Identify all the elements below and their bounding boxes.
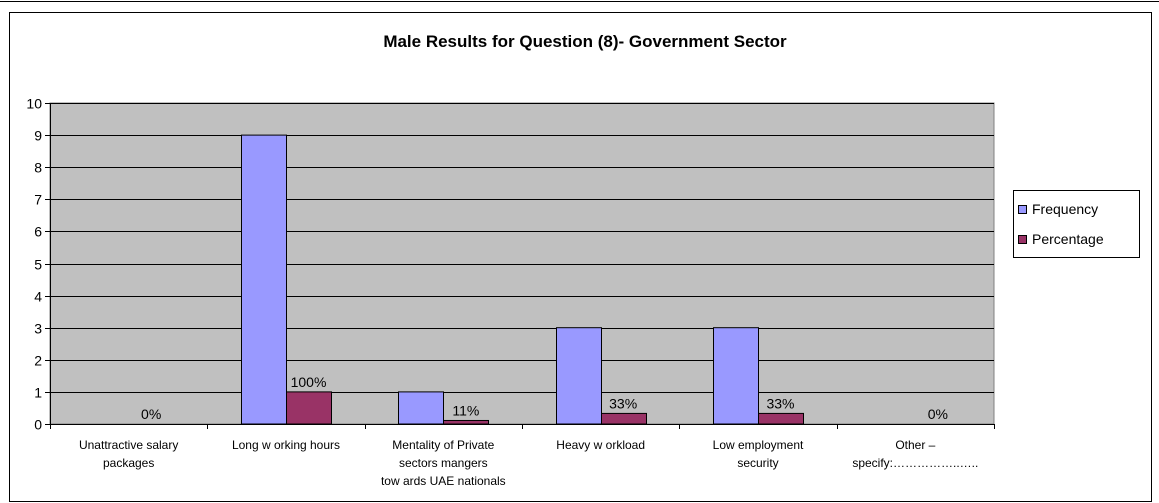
bar-frequency bbox=[242, 135, 287, 424]
y-tick-label: 2 bbox=[34, 353, 42, 369]
bar-percentage bbox=[444, 420, 489, 424]
y-tick-label: 4 bbox=[34, 289, 42, 305]
x-category-label: Unattractive salary bbox=[79, 438, 178, 452]
chart-title: Male Results for Question (8)- Governmen… bbox=[383, 32, 787, 51]
legend-swatch-percentage bbox=[1019, 236, 1027, 244]
y-tick-label: 8 bbox=[34, 160, 42, 176]
legend-label-percentage: Percentage bbox=[1032, 231, 1104, 247]
y-tick-label: 0 bbox=[34, 417, 42, 433]
x-category-label: packages bbox=[103, 456, 154, 470]
data-label-percentage: 11% bbox=[452, 402, 479, 418]
legend-swatch-frequency bbox=[1019, 206, 1027, 214]
y-tick-label: 5 bbox=[34, 257, 42, 273]
y-tick-label: 10 bbox=[26, 96, 42, 112]
bar-percentage bbox=[287, 392, 332, 424]
y-tick-label: 3 bbox=[34, 321, 42, 337]
x-category-label: Long w orking hours bbox=[232, 438, 340, 452]
data-label-percentage: 33% bbox=[609, 395, 637, 411]
x-category-label: Heavy w orkload bbox=[556, 438, 645, 452]
x-category-label: security bbox=[737, 456, 778, 470]
data-label-percentage: 100% bbox=[291, 374, 327, 390]
y-tick-label: 1 bbox=[34, 385, 42, 401]
bar-frequency bbox=[399, 392, 444, 424]
bar-percentage bbox=[759, 413, 804, 424]
x-category-label: sectors mangers bbox=[399, 456, 488, 470]
plot-area bbox=[50, 103, 994, 424]
y-tick-label: 6 bbox=[34, 224, 42, 240]
data-label-percentage: 0% bbox=[141, 406, 161, 422]
x-category-label: Mentality of Private bbox=[392, 438, 494, 452]
x-category-label: specify:……………..….. bbox=[852, 456, 978, 470]
bar-percentage bbox=[602, 413, 647, 424]
bar-frequency bbox=[714, 328, 759, 424]
data-label-percentage: 33% bbox=[766, 395, 794, 411]
legend-label-frequency: Frequency bbox=[1032, 201, 1098, 217]
x-category-label: tow ards UAE nationals bbox=[381, 474, 506, 488]
y-tick-label: 7 bbox=[34, 192, 42, 208]
data-label-percentage: 0% bbox=[928, 406, 948, 422]
legend: Frequency Percentage bbox=[1014, 191, 1140, 258]
y-tick-label: 9 bbox=[34, 128, 42, 144]
x-category-label: Low employment bbox=[713, 438, 804, 452]
x-category-label: Other – bbox=[895, 438, 935, 452]
bar-frequency bbox=[557, 328, 602, 424]
